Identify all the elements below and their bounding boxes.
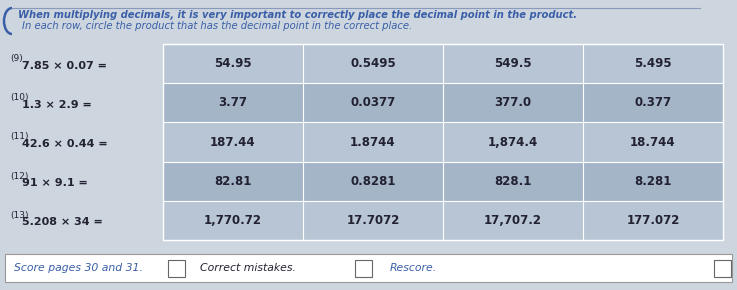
Bar (163, 44, 723, 240)
Bar (5, 254, 732, 282)
Bar (163, 44, 723, 83)
Text: 18.744: 18.744 (630, 135, 676, 148)
Bar (168, 260, 185, 276)
Text: 17.7072: 17.7072 (346, 214, 399, 227)
Text: Rescore.: Rescore. (390, 263, 437, 273)
Text: Score pages 30 and 31.: Score pages 30 and 31. (14, 263, 143, 273)
Text: 91 × 9.1 =: 91 × 9.1 = (22, 178, 88, 188)
Text: 1.3 × 2.9 =: 1.3 × 2.9 = (22, 100, 91, 110)
Text: Correct mistakes.: Correct mistakes. (200, 263, 296, 273)
Text: In each row, circle the product that has the decimal point in the correct place.: In each row, circle the product that has… (22, 21, 412, 31)
Text: 5.208 × 34 =: 5.208 × 34 = (22, 218, 102, 227)
Text: 187.44: 187.44 (210, 135, 256, 148)
Text: 17,707.2: 17,707.2 (484, 214, 542, 227)
Text: 54.95: 54.95 (214, 57, 252, 70)
Text: 42.6 × 0.44 =: 42.6 × 0.44 = (22, 139, 108, 149)
Text: 3.77: 3.77 (218, 96, 248, 109)
Text: 8.281: 8.281 (635, 175, 671, 188)
Text: 828.1: 828.1 (495, 175, 531, 188)
Text: 7.85 × 0.07 =: 7.85 × 0.07 = (22, 61, 107, 70)
Bar (163, 83, 723, 122)
Text: 549.5: 549.5 (495, 57, 532, 70)
Bar (355, 260, 372, 276)
Bar (163, 122, 723, 162)
Text: 82.81: 82.81 (214, 175, 252, 188)
Text: 377.0: 377.0 (495, 96, 531, 109)
Text: 1.8744: 1.8744 (350, 135, 396, 148)
Text: 0.0377: 0.0377 (350, 96, 396, 109)
Bar (163, 162, 723, 201)
Bar (163, 201, 723, 240)
Text: (12): (12) (10, 172, 29, 181)
Text: When multiplying decimals, it is very important to correctly place the decimal p: When multiplying decimals, it is very im… (18, 10, 577, 20)
Text: (10): (10) (10, 93, 29, 102)
Text: (9): (9) (10, 54, 23, 63)
Text: 0.377: 0.377 (635, 96, 671, 109)
Text: 0.8281: 0.8281 (350, 175, 396, 188)
Text: 1,770.72: 1,770.72 (204, 214, 262, 227)
Text: (13): (13) (10, 211, 29, 220)
Bar (714, 260, 731, 276)
Text: 5.495: 5.495 (634, 57, 672, 70)
Text: (11): (11) (10, 133, 29, 142)
Text: 1,874.4: 1,874.4 (488, 135, 538, 148)
Text: 177.072: 177.072 (626, 214, 680, 227)
Text: 0.5495: 0.5495 (350, 57, 396, 70)
